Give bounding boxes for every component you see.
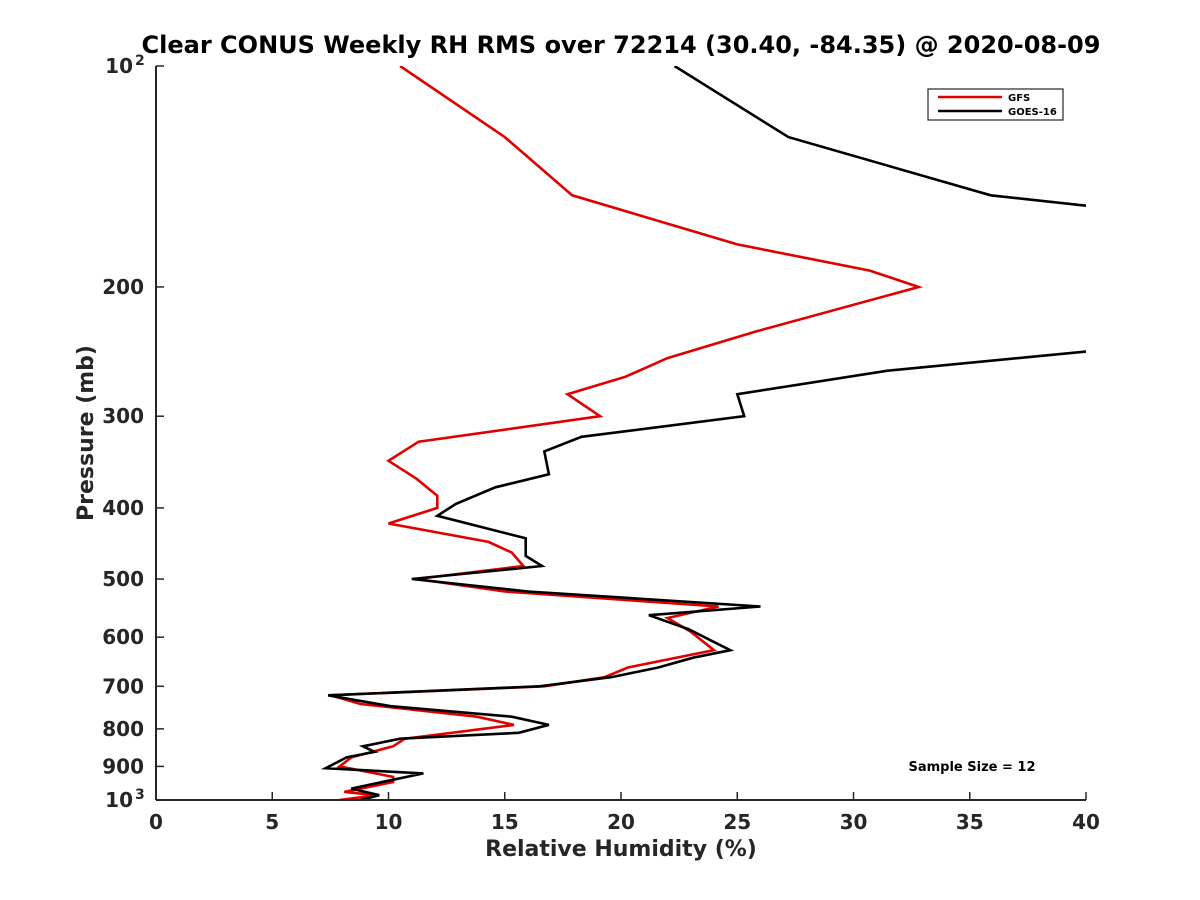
legend-box [927,88,1064,121]
y-tick-label: 700 [102,674,144,698]
series-line-goes-16 [320,66,1086,800]
y-tick-label: 10 [105,54,133,78]
x-tick-label: 5 [265,810,279,834]
chart-title-group: Clear CONUS Weekly RH RMS over 72214 (30… [142,31,1101,59]
legend: GFS GOES-16 [927,88,1064,121]
y-tick-label: 800 [102,717,144,741]
y-tick-label: 500 [102,567,144,591]
chart-title: Clear CONUS Weekly RH RMS over 72214 (30… [142,31,1101,59]
x-tick-label: 25 [723,810,751,834]
y-tick-label: 200 [102,275,144,299]
y-tick-label: 10 [105,788,133,812]
plot-area [155,66,1086,801]
x-tick-label: 30 [840,810,868,834]
legend-label-gfs: GFS [1008,93,1030,104]
y-tick-exponent: 3 [135,787,145,803]
x-tick-label: 15 [491,810,519,834]
y-tick-label: 400 [102,496,144,520]
x-tick-label: 0 [149,810,163,834]
x-ticks: 0 5 10 15 20 25 30 35 40 [149,792,1100,834]
x-tick-label: 20 [607,810,635,834]
y-tick-label: 300 [102,404,144,428]
y-tick-label: 900 [102,754,144,778]
x-axis-label: Relative Humidity (%) [485,837,757,862]
y-tick-exponent: 2 [135,53,145,69]
y-tick-label: 600 [102,625,144,649]
sample-size-annotation: Sample Size = 12 [908,760,1035,775]
y-axis-label: Pressure (mb) [74,345,99,521]
series-layer [320,66,1086,800]
x-tick-label: 10 [375,810,403,834]
x-tick-label: 35 [956,810,984,834]
series-line-gfs [330,66,924,800]
x-tick-label: 40 [1072,810,1100,834]
legend-label-goes-16: GOES-16 [1008,107,1057,118]
